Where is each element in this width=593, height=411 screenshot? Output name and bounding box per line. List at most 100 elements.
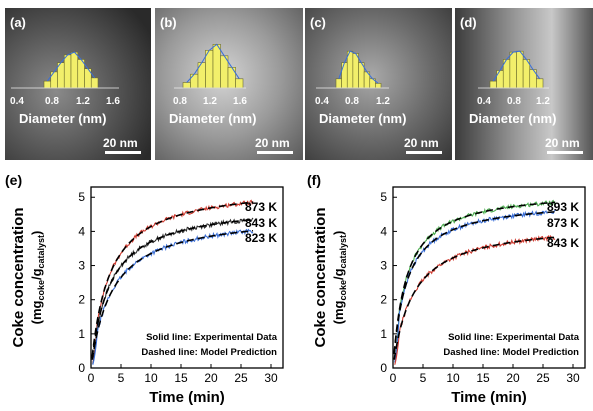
series-label: 873 K [245,200,277,214]
histogram-bar [63,54,72,89]
histogram-bar [205,49,214,89]
histogram-xlabel: Diameter (nm) [319,111,406,126]
histogram-bar [516,50,524,89]
y-tick-label: 0 [78,361,85,375]
series-label: 873 K [547,216,579,230]
micrograph-overlay: (b) 0.8 1.2 1.6 Diameter (nm) 20 nm [160,15,293,154]
x-tick-label: 5 [118,371,125,385]
histogram-bar [212,43,221,89]
histogram-tick-label: 0.4 [10,96,24,107]
y-tick-label: 4 [380,224,387,238]
x-axis-label: Time (min) [149,389,225,406]
histogram-bar [77,59,85,89]
distribution-fit-line [186,43,240,83]
x-tick-label: 15 [476,371,490,385]
unit-subscript: catalyst [36,235,46,269]
y-tick-label: 0 [380,361,387,375]
histogram-xlabel: Diameter (nm) [19,111,106,126]
annotation: Solid line: Experimental Data [146,332,278,343]
histogram-tick-label: 0.8 [45,96,59,107]
histogram-tick-label: 0.4 [477,96,491,107]
histogram-xlabel: Diameter (nm) [469,111,556,126]
unit-text: ) [29,231,44,235]
histogram-bar [335,78,342,89]
histogram-tick-label: 0.4 [315,96,329,107]
plot-frame [90,186,284,369]
scale-bar-label: 20 nm [255,136,290,150]
histogram-tick-label: 1.6 [233,96,247,107]
x-tick-label: 0 [390,371,397,385]
series-label: 843 K [547,236,579,250]
panel-label: (e) [5,172,22,188]
y-tick-label: 2 [380,293,387,307]
panel-label: (b) [160,15,177,30]
model-line [393,201,556,354]
histogram-bar [190,73,199,89]
scale-bar [105,151,141,154]
annotation: Solid line: Experimental Data [448,332,580,343]
y-tick-label: 5 [380,190,387,204]
unit-text: ) [331,231,346,235]
histogram-bar [70,51,79,89]
histogram-bar [182,82,191,89]
y-tick-label: 1 [380,327,387,341]
histogram-tick-label: 1.2 [376,96,390,107]
x-tick-label: 10 [144,371,158,385]
x-tick-label: 30 [566,371,580,385]
model-line [393,236,556,360]
y-tick-label: 4 [78,224,85,238]
x-tick-label: 25 [234,371,248,385]
series-label: 823 K [245,231,277,245]
unit-text: /g [29,268,44,280]
y-axis-label: Coke concentration [312,207,329,347]
x-tick-label: 10 [446,371,460,385]
chart-f: (f) 0 5 10 15 20 25 30 0 1 2 3 4 5 Time (min) Coke conc… [307,172,586,406]
plot-frame [392,186,586,369]
panel-label: (d) [460,15,477,30]
y-tick-label: 5 [78,190,85,204]
histogram-bar [509,51,517,89]
annotation: Dashed line: Model Prediction [443,347,579,358]
scale-bar-label: 20 nm [404,136,439,150]
histogram-bar [536,78,544,89]
micrograph-overlay: (c) 0.4 0.8 1.2 Diameter (nm) 20 nm [310,15,442,154]
distribution-fit-line [46,51,96,82]
x-tick-label: 25 [536,371,550,385]
histogram-tick-label: 0.8 [345,96,359,107]
histogram-bar [375,83,382,89]
x-tick-label: 30 [264,371,278,385]
histogram-bar [43,80,52,89]
unit-text: /g [331,268,346,280]
scale-bar [547,151,583,154]
unit-text: (mg [29,301,44,325]
unit-subscript: coke [36,280,46,301]
histogram-xlabel: Diameter (nm) [169,111,256,126]
histogram-tick-label: 1.2 [76,96,90,107]
y-tick-label: 3 [78,259,85,273]
y-axis-unit: (mgcoke/gcatalyst) [331,231,348,325]
histogram-bar [227,67,236,89]
histogram-tick-label: 0.8 [507,96,521,107]
panel-label: (c) [310,15,326,30]
experimental-line [92,228,254,365]
model-line [393,211,556,355]
histogram-bar [341,62,348,89]
histogram-bar [90,77,99,89]
scale-bar [406,151,442,154]
model-line [91,218,254,359]
x-tick-label: 20 [506,371,520,385]
x-tick-label: 0 [88,371,95,385]
distribution-fit-line [338,50,379,84]
x-tick-label: 15 [174,371,188,385]
unit-subscript: catalyst [338,235,348,269]
histogram-bar [489,80,497,89]
histogram-bar [496,70,504,89]
y-tick-label: 1 [78,327,85,341]
y-tick-label: 2 [78,293,85,307]
histogram-tick-label: 1.6 [106,96,120,107]
annotation: Dashed line: Model Prediction [141,347,277,358]
chart-e: (e) 0 5 10 15 20 25 30 0 1 2 3 4 5 Time (min) Coke conc… [5,172,284,406]
panel-label: (f) [307,172,321,188]
